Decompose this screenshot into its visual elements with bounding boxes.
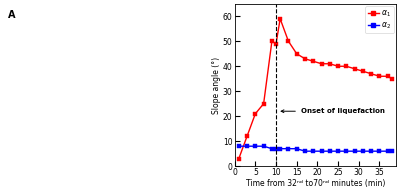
$\alpha_1$	[274, 43, 278, 45]
Text: C: C	[215, 0, 222, 1]
Line: $\alpha_1$: $\alpha_1$	[237, 17, 394, 161]
$\alpha_2$	[270, 147, 274, 150]
$\alpha_2$	[336, 150, 340, 152]
$\alpha_1$	[352, 68, 357, 70]
$\alpha_2$	[278, 147, 282, 150]
X-axis label: Time from 32ⁿᵈ to70ⁿᵈ minutes (min): Time from 32ⁿᵈ to70ⁿᵈ minutes (min)	[246, 179, 385, 188]
$\alpha_2$	[236, 145, 241, 147]
$\alpha_1$	[278, 18, 282, 20]
$\alpha_1$	[294, 53, 299, 55]
$\alpha_2$	[390, 150, 394, 152]
$\alpha_1$	[328, 63, 332, 65]
Text: B: B	[8, 94, 16, 104]
$\alpha_2$	[302, 150, 307, 152]
Text: Onset of liquefaction: Onset of liquefaction	[281, 108, 385, 114]
Legend: $\alpha_1$, $\alpha_2$: $\alpha_1$, $\alpha_2$	[366, 6, 394, 33]
$\alpha_2$	[385, 150, 390, 152]
$\alpha_1$	[253, 112, 258, 115]
$\alpha_1$	[270, 40, 274, 42]
Y-axis label: Slope angle (°): Slope angle (°)	[212, 56, 222, 114]
$\alpha_1$	[369, 73, 374, 75]
$\alpha_2$	[319, 150, 324, 152]
$\alpha_2$	[360, 150, 365, 152]
$\alpha_1$	[261, 103, 266, 105]
$\alpha_2$	[352, 150, 357, 152]
$\alpha_1$	[385, 75, 390, 77]
$\alpha_2$	[311, 150, 316, 152]
$\alpha_1$	[390, 78, 394, 80]
$\alpha_1$	[302, 58, 307, 60]
$\alpha_2$	[286, 147, 291, 150]
$\alpha_2$	[344, 150, 349, 152]
$\alpha_2$	[274, 147, 278, 150]
$\alpha_1$	[344, 65, 349, 67]
$\alpha_2$	[294, 147, 299, 150]
$\alpha_2$	[261, 145, 266, 147]
$\alpha_1$	[360, 70, 365, 72]
$\alpha_2$	[369, 150, 374, 152]
Line: $\alpha_2$: $\alpha_2$	[237, 144, 394, 153]
$\alpha_1$	[377, 75, 382, 77]
$\alpha_1$	[286, 40, 291, 42]
$\alpha_1$	[319, 63, 324, 65]
$\alpha_2$	[328, 150, 332, 152]
$\alpha_1$	[336, 65, 340, 67]
$\alpha_1$	[236, 158, 241, 160]
$\alpha_2$	[253, 145, 258, 147]
Text: A: A	[8, 10, 16, 20]
$\alpha_1$	[245, 135, 250, 137]
$\alpha_2$	[377, 150, 382, 152]
$\alpha_2$	[245, 145, 250, 147]
$\alpha_1$	[311, 60, 316, 62]
